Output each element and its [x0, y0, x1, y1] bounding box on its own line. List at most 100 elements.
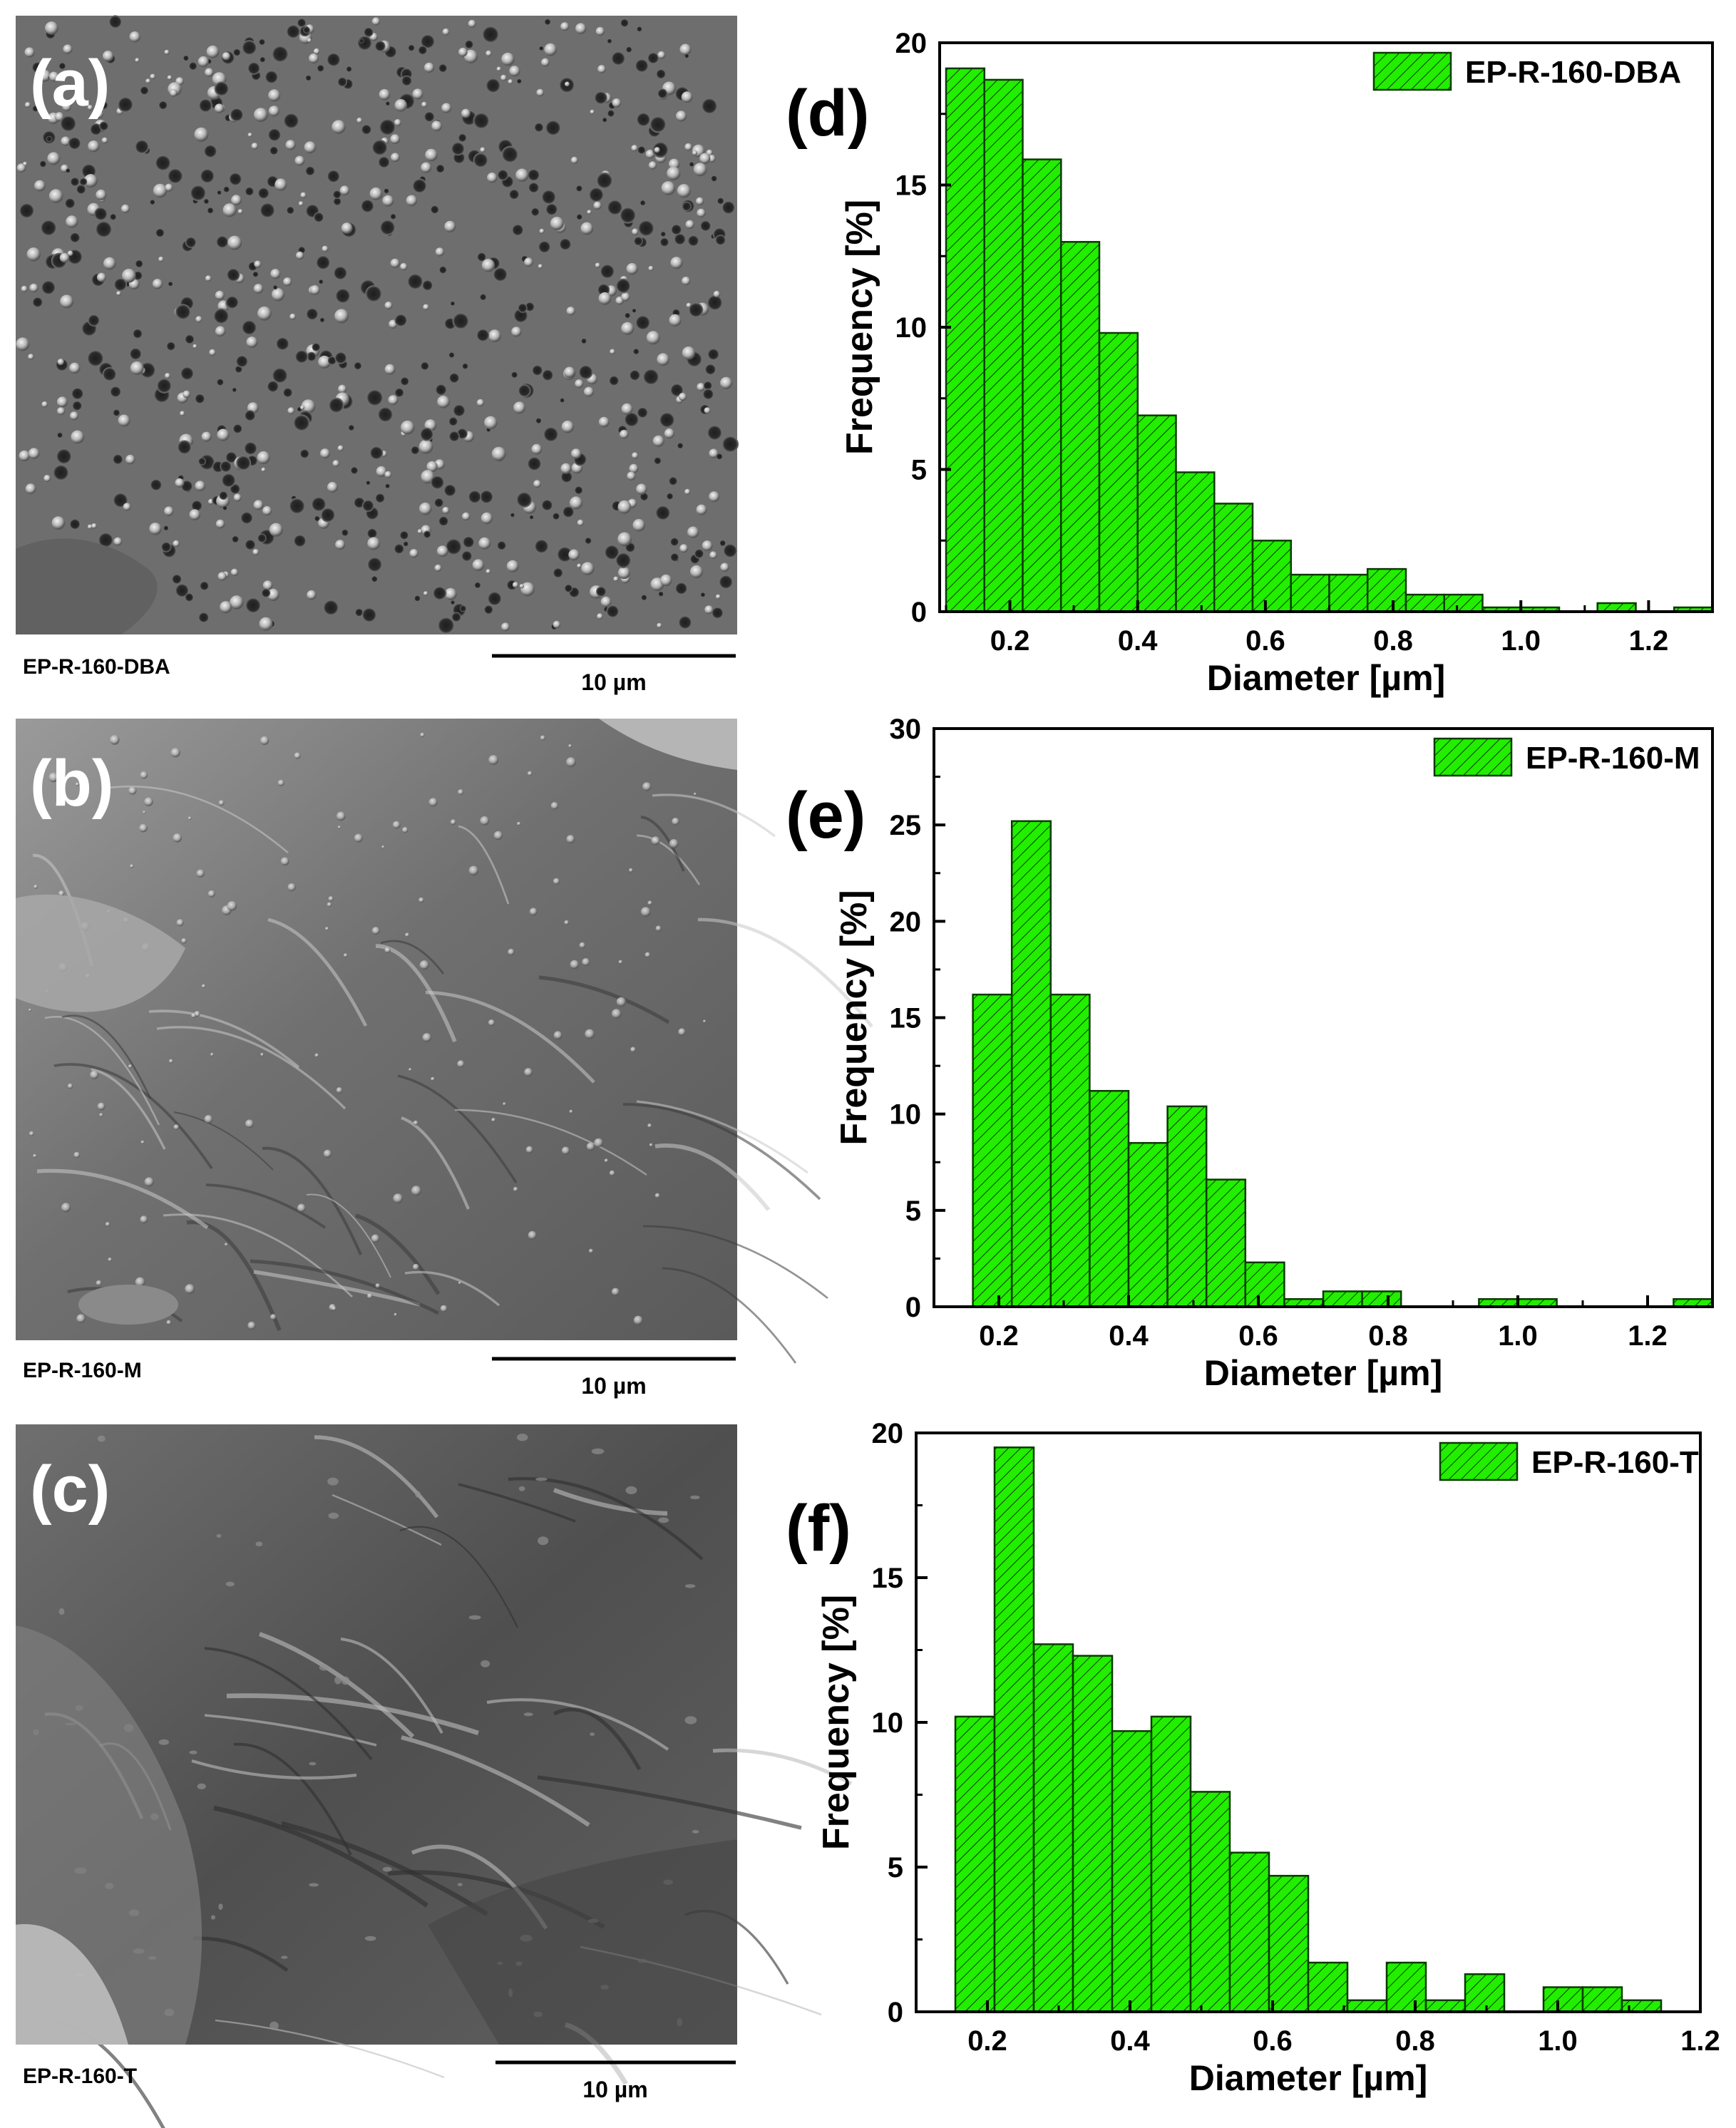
- y-tick-label: 5: [911, 455, 927, 486]
- x-tick-label: 1.2: [1680, 2025, 1720, 2057]
- sem-image-a: [16, 15, 739, 634]
- histogram-bar: [1581, 1986, 1623, 2013]
- y-tick-label: 15: [895, 170, 928, 202]
- y-tick-label: 30: [890, 714, 922, 745]
- panel-tag-c: (c): [30, 1453, 110, 1526]
- y-axis-label: Frequency [%]: [833, 890, 875, 1145]
- panel-tag-a: (a): [30, 47, 110, 120]
- x-tick-label: 1.2: [1628, 1320, 1668, 1352]
- y-tick-label: 0: [905, 1292, 921, 1323]
- histogram-bar: [1089, 1089, 1130, 1308]
- x-tick-label: 1.0: [1498, 1320, 1538, 1352]
- x-tick-label: 0.4: [1118, 625, 1158, 657]
- scalebar-label-c: 10 µm: [582, 2077, 647, 2102]
- histogram-e: 0 5 10 15 20 25 30 0.2 0.4 0.6 0.8 1.0 1.2 Diameter […: [786, 714, 1714, 1393]
- histogram-bar: [1424, 1999, 1467, 2013]
- legend-label: EP-R-160-M: [1526, 741, 1700, 776]
- histogram-bar: [1059, 241, 1101, 613]
- sem-image-b: [16, 719, 873, 1364]
- legend-label: EP-R-160-T: [1531, 1445, 1699, 1480]
- histogram-bar: [1127, 1141, 1169, 1308]
- histogram-bar: [1175, 471, 1216, 613]
- histogram-bar: [1328, 573, 1369, 613]
- legend-swatch: [1372, 51, 1452, 91]
- histogram-bar: [972, 993, 1013, 1308]
- histogram-bar: [1385, 1961, 1427, 2013]
- histogram-bar: [1098, 331, 1139, 613]
- histogram-f: 0 5 10 15 20 0.2 0.4 0.6 0.8 1.0 1.2 Diameter [µm] F…: [786, 1418, 1720, 2098]
- caption-a: EP-R-160-DBA: [23, 655, 170, 679]
- x-tick-label: 0.8: [1395, 2025, 1435, 2057]
- x-tick-label: 0.6: [1238, 1320, 1278, 1352]
- histogram-bar: [1189, 1791, 1231, 2013]
- x-tick-label: 0.2: [967, 2025, 1007, 2057]
- scalebar-label-b: 10 µm: [581, 1373, 646, 1399]
- histogram-bar: [1346, 1999, 1388, 2013]
- caption-b: EP-R-160-M: [23, 1359, 142, 1382]
- y-tick-label: 5: [905, 1196, 921, 1227]
- y-tick-label: 10: [895, 312, 928, 344]
- histogram-bar: [1361, 1290, 1402, 1308]
- panel-tag: (f): [786, 1492, 851, 1565]
- histogram-bar: [1542, 1986, 1584, 2013]
- x-tick-label: 0.4: [1110, 2025, 1150, 2057]
- x-tick-label: 0.8: [1373, 625, 1413, 657]
- histogram-bar: [954, 1715, 996, 2013]
- x-tick-label: 0.2: [990, 625, 1030, 657]
- y-axis-label: Frequency [%]: [816, 1595, 857, 1850]
- y-tick-label: 15: [872, 1563, 904, 1594]
- x-tick-label: 0.6: [1245, 625, 1285, 657]
- histogram-bar: [1251, 540, 1293, 613]
- histogram-bar: [1464, 1973, 1506, 2013]
- histogram-bar: [1366, 567, 1407, 613]
- histogram-bar: [983, 78, 1024, 613]
- panel-tag: (d): [786, 77, 869, 150]
- histogram-bar: [1322, 1290, 1363, 1308]
- y-tick-label: 20: [872, 1418, 904, 1449]
- x-tick-label: 0.6: [1253, 2025, 1293, 2057]
- histogram-bar: [1010, 820, 1052, 1308]
- histogram-bar: [945, 67, 986, 613]
- x-axis-label: Diameter [µm]: [1204, 1353, 1442, 1393]
- legend-swatch: [1433, 737, 1513, 777]
- histogram-bar: [993, 1446, 1035, 2013]
- y-tick-label: 25: [890, 810, 922, 841]
- histogram-bar: [1111, 1729, 1153, 2013]
- histogram-bar: [1443, 593, 1484, 613]
- histogram-bar: [1404, 593, 1446, 613]
- histogram-bar: [1244, 1261, 1285, 1308]
- x-tick-label: 1.0: [1501, 625, 1541, 657]
- histogram-bar: [1072, 1655, 1114, 2013]
- y-tick-label: 10: [872, 1707, 904, 1739]
- histogram-bar: [1307, 1961, 1349, 2013]
- x-tick-label: 1.2: [1629, 625, 1669, 657]
- histogram-bar: [1150, 1715, 1192, 2013]
- y-tick-label: 0: [888, 1997, 903, 2028]
- x-axis-label: Diameter [µm]: [1207, 658, 1445, 698]
- caption-c: EP-R-160-T: [23, 2065, 137, 2088]
- y-tick-label: 10: [890, 1099, 922, 1131]
- scalebar-label-a: 10 µm: [581, 669, 646, 695]
- histogram-bar: [1032, 1643, 1074, 2013]
- y-tick-label: 20: [890, 906, 922, 937]
- x-tick-label: 0.8: [1368, 1320, 1408, 1352]
- y-tick-label: 0: [911, 597, 927, 628]
- histogram-bar: [1228, 1851, 1270, 2013]
- y-tick-label: 5: [888, 1852, 903, 1883]
- histogram-bar: [1166, 1105, 1208, 1308]
- x-axis-label: Diameter [µm]: [1189, 2058, 1427, 2098]
- x-tick-label: 0.4: [1109, 1320, 1149, 1352]
- y-axis-label: Frequency [%]: [839, 200, 880, 455]
- histogram-bar: [1205, 1178, 1247, 1308]
- x-tick-label: 1.0: [1538, 2025, 1578, 2057]
- legend-label: EP-R-160-DBA: [1465, 55, 1681, 90]
- histogram-bar: [1022, 158, 1062, 613]
- legend-swatch: [1439, 1441, 1519, 1481]
- histogram-bar: [1290, 573, 1330, 613]
- sem-image-c: [16, 1424, 853, 2128]
- histogram-d: 0 5 10 15 20 0.2 0.4 0.6 0.8 1.0 1.2 Diameter [µm] F…: [786, 28, 1714, 698]
- histogram-bar: [1213, 503, 1254, 613]
- histogram-bar: [1136, 414, 1177, 613]
- x-tick-label: 0.2: [979, 1320, 1019, 1352]
